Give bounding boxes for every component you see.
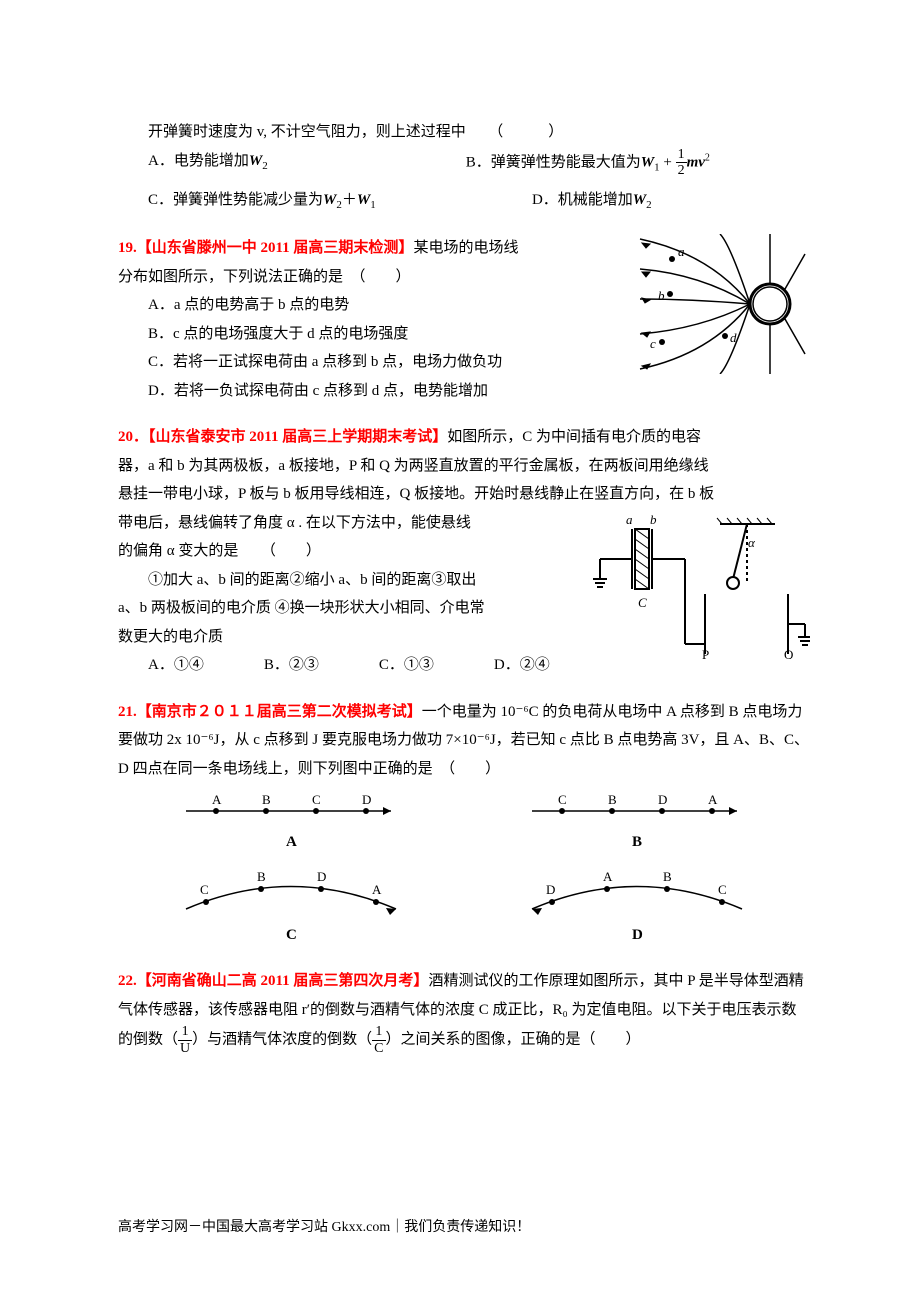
q18-B-sup2: 2 <box>705 152 710 163</box>
svg-text:B: B <box>663 869 672 884</box>
svg-text:b: b <box>658 288 665 303</box>
q19-block: a b c d 19.【山东省滕州一中 2011 届高三期末检测】某电场的电场线… <box>118 234 810 405</box>
svg-text:B: B <box>632 834 642 850</box>
q22-num: 22. <box>118 973 137 989</box>
q18-D-sym: W <box>633 192 646 208</box>
svg-text:C: C <box>312 792 321 807</box>
svg-text:C: C <box>286 927 297 943</box>
q18-D-sub: 2 <box>646 199 652 211</box>
q20-src: 【山东省泰安市 2011 届高三上学期期末考试】 <box>148 429 447 445</box>
q20-D: D．②④ <box>494 651 550 680</box>
svg-text:c: c <box>650 336 656 351</box>
svg-text:A: A <box>372 882 382 897</box>
svg-text:P: P <box>702 647 709 659</box>
svg-text:d: d <box>730 330 737 345</box>
q18-block: 开弹簧时速度为 v, 不计空气阻力，则上述过程中 （ ） A．电势能增加W2 B… <box>118 118 810 216</box>
q21-num: 21. <box>118 704 137 720</box>
f2d: C <box>372 1041 385 1056</box>
svg-text:C: C <box>638 595 647 610</box>
q22-frac1: 1U <box>178 1024 192 1056</box>
q20-stem-a: 如图所示，C 为中间插有电介质的电容 <box>447 429 701 445</box>
q18-B-s2: mv <box>687 154 705 170</box>
q18-optB: B．弹簧弹性势能最大值为W 1 + 12mv2 <box>466 147 710 179</box>
svg-text:D: D <box>658 792 667 807</box>
q22-s3: ）之间关系的图像，正确的是（ ） <box>386 1032 641 1048</box>
q22-block: 22.【河南省确山二高 2011 届高三第四次月考】酒精测试仪的工作原理如图所示… <box>118 967 810 1056</box>
q18-C-s2: W <box>357 192 370 208</box>
f1n: 1 <box>178 1024 192 1040</box>
svg-text:D: D <box>362 792 371 807</box>
q20-block: 20．【山东省泰安市 2011 届高三上学期期末考试】如图所示，C 为中间插有电… <box>118 423 810 680</box>
svg-text:B: B <box>608 792 617 807</box>
q19-D: D．若将一负试探电荷由 c 点移到 d 点，电势能增加 <box>118 377 810 406</box>
svg-text:α: α <box>748 535 756 550</box>
q21-figA: A B C D A <box>166 791 416 861</box>
q21-fig-row2: C B D A C D A B C D <box>118 869 810 949</box>
q18-optD: D．机械能增加W2 <box>532 186 652 216</box>
svg-text:D: D <box>632 927 643 943</box>
q18-C-sub2: 1 <box>370 199 376 211</box>
q20-stem-c: 悬挂一带电小球，P 板与 b 板用导线相连，Q 板接地。开始时悬线静止在竖直方向… <box>118 480 810 509</box>
q18-C-plus: ＋ <box>342 192 357 208</box>
q20-num: 20． <box>118 429 148 445</box>
svg-text:A: A <box>603 869 613 884</box>
svg-text:C: C <box>558 792 567 807</box>
q20-C: C．①③ <box>379 651 434 680</box>
q22-s2: ）与酒精气体浓度的倒数（ <box>192 1032 372 1048</box>
f2n: 1 <box>372 1024 385 1040</box>
svg-text:C: C <box>718 882 727 897</box>
q19-src: 【山东省滕州一中 2011 届高三期末检测】 <box>137 240 414 256</box>
frac-n: 1 <box>676 147 687 163</box>
q21-figC: C B D A C <box>166 869 416 949</box>
q18-C-s1: W <box>323 192 336 208</box>
svg-text:D: D <box>546 882 555 897</box>
svg-text:a: a <box>626 512 633 527</box>
svg-text:B: B <box>257 869 266 884</box>
svg-text:B: B <box>262 792 271 807</box>
svg-text:C: C <box>200 882 209 897</box>
q18-B-plus: + <box>660 154 676 170</box>
q18-D-text: D．机械能增加 <box>532 192 633 208</box>
f1d: U <box>178 1041 192 1056</box>
q20-B: B．②③ <box>264 651 319 680</box>
q19-stem1: 某电场的电场线 <box>413 240 518 256</box>
svg-text:D: D <box>317 869 326 884</box>
q18-A-sym: W <box>249 153 262 169</box>
q21-figD: D A B C D <box>512 869 762 949</box>
q20-figure: a b C P Q α <box>590 509 810 659</box>
q18-C-text: C．弹簧弹性势能减少量为 <box>148 192 323 208</box>
q18-B-frac: 12 <box>676 147 687 179</box>
q22-src: 【河南省确山二高 2011 届高三第四次月考】 <box>137 973 429 989</box>
q18-optC: C．弹簧弹性势能减少量为W2＋W1 <box>148 186 532 216</box>
page-footer: 高考学习网－中国最大高考学习站 Gkxx.com｜我们负责传递知识！ <box>118 1215 530 1242</box>
q21-fig-row1: A B C D A C B D A B <box>118 791 810 861</box>
q18-A-text: A．电势能增加 <box>148 153 249 169</box>
q20-A: A．①④ <box>148 651 204 680</box>
q19-figure: a b c d <box>630 234 810 374</box>
svg-text:A: A <box>286 834 297 850</box>
svg-text:A: A <box>708 792 718 807</box>
svg-text:A: A <box>212 792 222 807</box>
svg-text:b: b <box>650 512 657 527</box>
q21-figB: C B D A B <box>512 791 762 861</box>
q18-A-sub: 2 <box>262 160 268 172</box>
q18-B-s1: W <box>641 154 654 170</box>
q18-optA: A．电势能增加W2 <box>148 147 466 179</box>
svg-text:a: a <box>678 244 685 259</box>
q22-frac2: 1C <box>372 1024 385 1056</box>
q18-tail: 开弹簧时速度为 v, 不计空气阻力，则上述过程中 （ ） <box>118 118 810 147</box>
frac-d: 2 <box>676 163 687 178</box>
q18-B-text: B．弹簧弹性势能最大值为 <box>466 154 641 170</box>
q21-block: 21.【南京市２０１１届高三第二次模拟考试】一个电量为 10⁻⁶C 的负电荷从电… <box>118 698 810 950</box>
q19-num: 19. <box>118 240 137 256</box>
q20-stem-b: 器，a 和 b 为其两极板，a 板接地，P 和 Q 为两竖直放置的平行金属板，在… <box>118 452 810 481</box>
svg-text:Q: Q <box>784 647 794 659</box>
q21-src: 【南京市２０１１届高三第二次模拟考试】 <box>137 704 422 720</box>
